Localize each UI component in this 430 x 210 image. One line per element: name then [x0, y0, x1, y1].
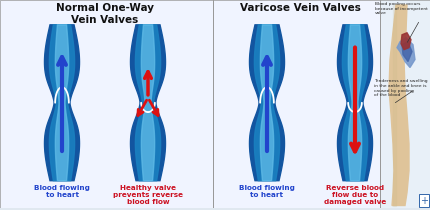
- Bar: [0, 0, 213, 209]
- Text: Varicose Vein Valves: Varicose Vein Valves: [240, 3, 360, 13]
- Text: Reverse blood
flow due to
damaged valve: Reverse blood flow due to damaged valve: [324, 185, 386, 205]
- Text: +: +: [420, 196, 428, 206]
- Polygon shape: [338, 25, 372, 181]
- Polygon shape: [342, 25, 368, 181]
- Polygon shape: [49, 25, 75, 181]
- Polygon shape: [135, 25, 161, 181]
- Polygon shape: [249, 25, 285, 181]
- Polygon shape: [389, 5, 409, 206]
- Text: Blood flowing
to heart: Blood flowing to heart: [34, 185, 90, 198]
- Polygon shape: [393, 5, 396, 206]
- Text: Healthy valve
prevents reverse
blood flow: Healthy valve prevents reverse blood flo…: [113, 185, 183, 205]
- Text: Blood pooling occurs
because of incompetent
valve: Blood pooling occurs because of incompet…: [375, 2, 428, 15]
- Polygon shape: [141, 25, 155, 181]
- Polygon shape: [55, 25, 69, 181]
- Polygon shape: [348, 25, 362, 181]
- Bar: [380, 0, 430, 209]
- Bar: [213, 0, 380, 209]
- Polygon shape: [401, 33, 411, 50]
- Text: Blood flowing
to heart: Blood flowing to heart: [239, 185, 295, 198]
- Polygon shape: [44, 25, 80, 181]
- Text: Tenderness and swelling
in the ankle and knee is
caused by pooling
of the blood: Tenderness and swelling in the ankle and…: [375, 79, 428, 97]
- Polygon shape: [130, 25, 166, 181]
- Polygon shape: [397, 38, 415, 67]
- Text: Normal One-Way
Vein Valves: Normal One-Way Vein Valves: [56, 3, 154, 25]
- Polygon shape: [260, 25, 273, 181]
- Polygon shape: [255, 25, 280, 181]
- Polygon shape: [402, 42, 412, 62]
